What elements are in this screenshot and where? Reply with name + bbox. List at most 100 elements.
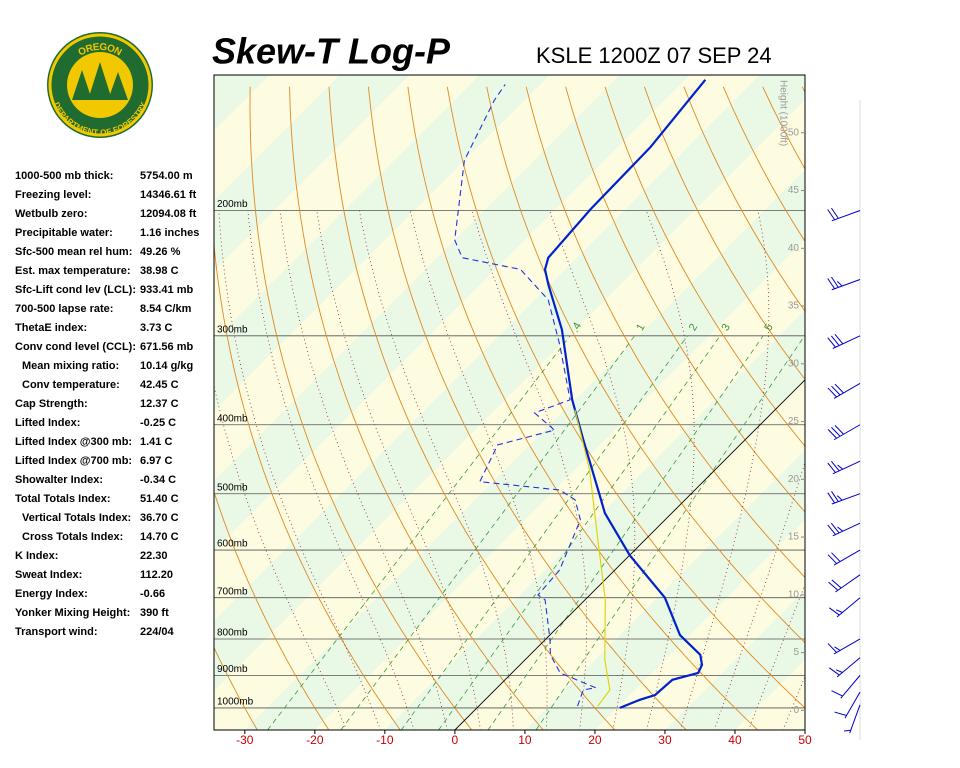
index-label: Lifted Index @700 mb: — [15, 455, 132, 467]
temperature-band — [214, 75, 805, 691]
barb-feather — [827, 554, 837, 564]
barb-feather — [831, 385, 841, 396]
index-label: Sfc-500 mean rel hum: — [15, 246, 132, 258]
barb-feather — [830, 335, 840, 346]
dry-adiabat — [565, 86, 805, 513]
temperature-band — [734, 659, 805, 730]
profile-line — [574, 409, 611, 707]
title: Skew-T Log-P — [212, 31, 451, 72]
station: KSLE 1200Z 07 SEP 24 — [536, 43, 772, 68]
y-tick-label: 500mb — [217, 482, 248, 493]
plot-background: .4 1 2 3 5 8 — [214, 75, 960, 730]
wind-barb — [827, 383, 861, 399]
barb-feather — [834, 711, 847, 716]
temperature-band — [805, 75, 960, 730]
zero-isotherm — [454, 379, 805, 730]
index-label: 1000-500 mb thick: — [15, 170, 113, 182]
barb-feather — [831, 491, 839, 502]
dry-adiabat — [486, 86, 805, 644]
barb-feather — [828, 581, 839, 591]
mixing-ratio-line — [340, 335, 635, 730]
index-label: Lifted Index: — [15, 417, 80, 429]
barb-feather — [844, 729, 851, 732]
x-tick-label: -20 — [306, 733, 324, 747]
index-value: 224/04 — [140, 626, 175, 638]
wind-barb — [829, 597, 861, 618]
wind-barb — [827, 460, 861, 475]
barb-feather — [836, 669, 843, 673]
dry-adiabat — [328, 86, 616, 730]
barb-feather — [836, 281, 843, 287]
index-label: Freezing level: — [15, 189, 91, 201]
index-value: -0.66 — [140, 588, 165, 600]
index-value: 390 ft — [140, 607, 169, 619]
x-tick-label: -10 — [376, 733, 394, 747]
x-tick-label: 0 — [452, 733, 459, 747]
dry-adiabat — [249, 86, 473, 730]
index-value: 14.70 C — [140, 531, 179, 543]
temperature-band — [594, 519, 805, 730]
index-value: 933.41 mb — [140, 284, 193, 296]
barb-staff — [832, 522, 861, 537]
barb-feather — [837, 526, 844, 532]
moist-adiabat — [679, 210, 770, 730]
barb-feather — [831, 207, 839, 219]
index-label: Precipitable water: — [15, 227, 113, 239]
y-tick-label: 800mb — [217, 628, 248, 639]
dry-adiabat — [367, 86, 687, 730]
mixing-ratio-line — [487, 335, 764, 730]
barb-feather — [836, 495, 843, 501]
y2-tick-label: 30 — [788, 358, 800, 369]
temperature-band — [875, 75, 960, 730]
y2-tick-label: 10 — [788, 589, 800, 600]
dry-adiabat — [643, 86, 805, 381]
barb-feather — [831, 579, 842, 589]
index-value: -0.34 C — [140, 474, 176, 486]
barb-feather — [827, 278, 836, 290]
dry-adiabat — [446, 86, 805, 709]
index-value: 12094.08 ft — [140, 208, 197, 220]
index-label: 700-500 lapse rate: — [15, 303, 113, 315]
y-tick-label: 700mb — [217, 586, 248, 597]
moist-adiabat — [748, 583, 805, 730]
index-label: Vertical Totals Index: — [22, 512, 131, 524]
temperature-band — [244, 169, 805, 730]
index-value: 5754.00 m — [140, 170, 193, 182]
moist-adiabat — [359, 210, 514, 730]
barb-staff — [833, 549, 861, 566]
barb-feather — [831, 276, 839, 288]
logo: OREGON DEPARTMENT OF FORESTRY — [47, 32, 153, 138]
wind-barb — [827, 549, 861, 566]
barb-staff — [833, 424, 861, 441]
index-value: 14346.61 ft — [140, 189, 197, 201]
mixing-ratio-line — [535, 335, 805, 730]
y-tick-label: 600mb — [217, 539, 248, 550]
mixing-ratio-line — [400, 335, 688, 730]
index-value: 42.45 C — [140, 379, 179, 391]
barb-staff — [832, 335, 861, 349]
dry-adiabat — [801, 86, 805, 94]
wind-barb — [827, 333, 861, 349]
index-value: 1.41 C — [140, 436, 172, 448]
y-tick-label: 900mb — [217, 664, 248, 675]
y2-tick-label: 45 — [788, 185, 800, 196]
index-value: 49.26 % — [140, 246, 181, 258]
barb-feather — [827, 337, 836, 348]
wind-barb — [827, 522, 861, 537]
y2-tick-label: 15 — [788, 532, 800, 543]
barb-feather — [837, 464, 844, 470]
mixing-ratio-label: 2 — [687, 322, 700, 333]
barb-feather — [830, 522, 840, 534]
plot-frame — [213, 74, 806, 731]
moist-adiabat — [782, 675, 805, 730]
barb-staff — [844, 691, 861, 719]
barb-feather — [827, 387, 837, 398]
index-label: Est. max temperature: — [15, 265, 131, 277]
y-tick-label: 1000mb — [217, 697, 254, 708]
y2-axis-label: Height (1000ft) — [777, 80, 788, 146]
x-tick-label: 10 — [518, 733, 532, 747]
barb-staff — [849, 704, 861, 734]
index-label: K Index: — [15, 550, 58, 562]
barb-staff — [831, 279, 861, 291]
